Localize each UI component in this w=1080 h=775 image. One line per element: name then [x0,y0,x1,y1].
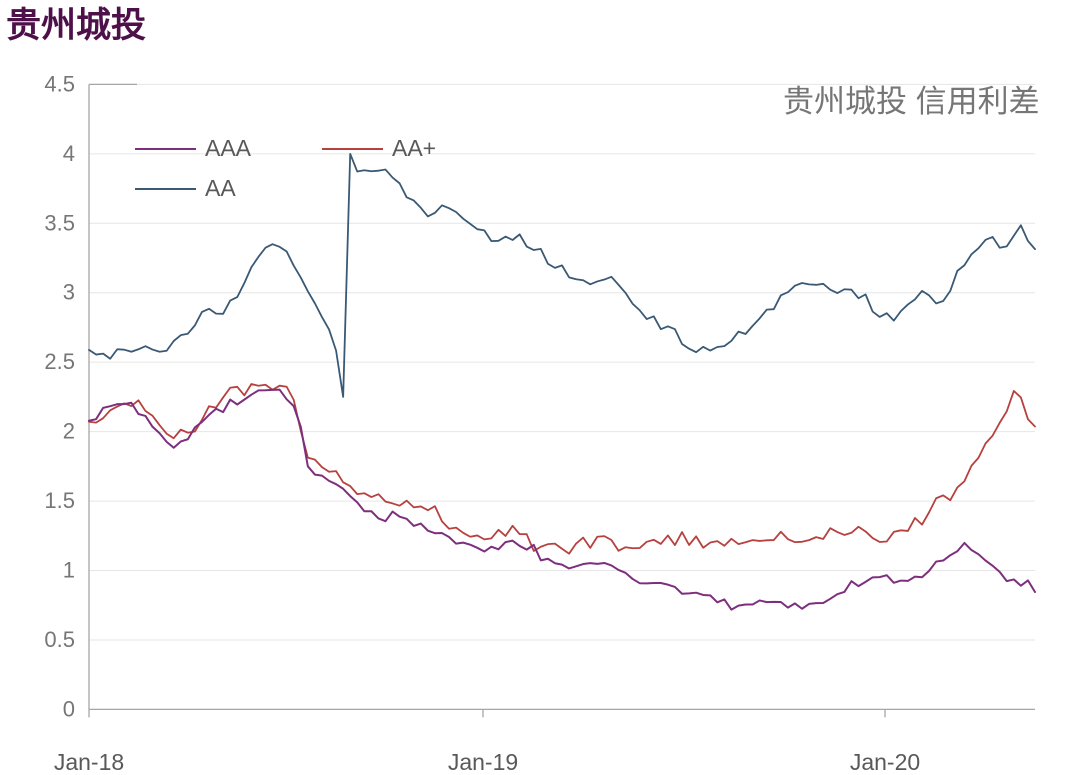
svg-text:1.5: 1.5 [44,488,75,513]
svg-text:Jan-19: Jan-19 [448,749,518,775]
svg-text:3: 3 [63,280,75,305]
svg-text:4: 4 [63,141,75,166]
svg-text:3.5: 3.5 [44,210,75,235]
svg-text:Jan-20: Jan-20 [850,749,920,775]
svg-text:2: 2 [63,419,75,444]
svg-text:1: 1 [63,558,75,583]
svg-text:4.5: 4.5 [44,71,75,96]
svg-text:0.5: 0.5 [44,627,75,652]
svg-text:Jan-18: Jan-18 [54,749,124,775]
svg-text:0: 0 [63,696,75,721]
svg-text:2.5: 2.5 [44,349,75,374]
